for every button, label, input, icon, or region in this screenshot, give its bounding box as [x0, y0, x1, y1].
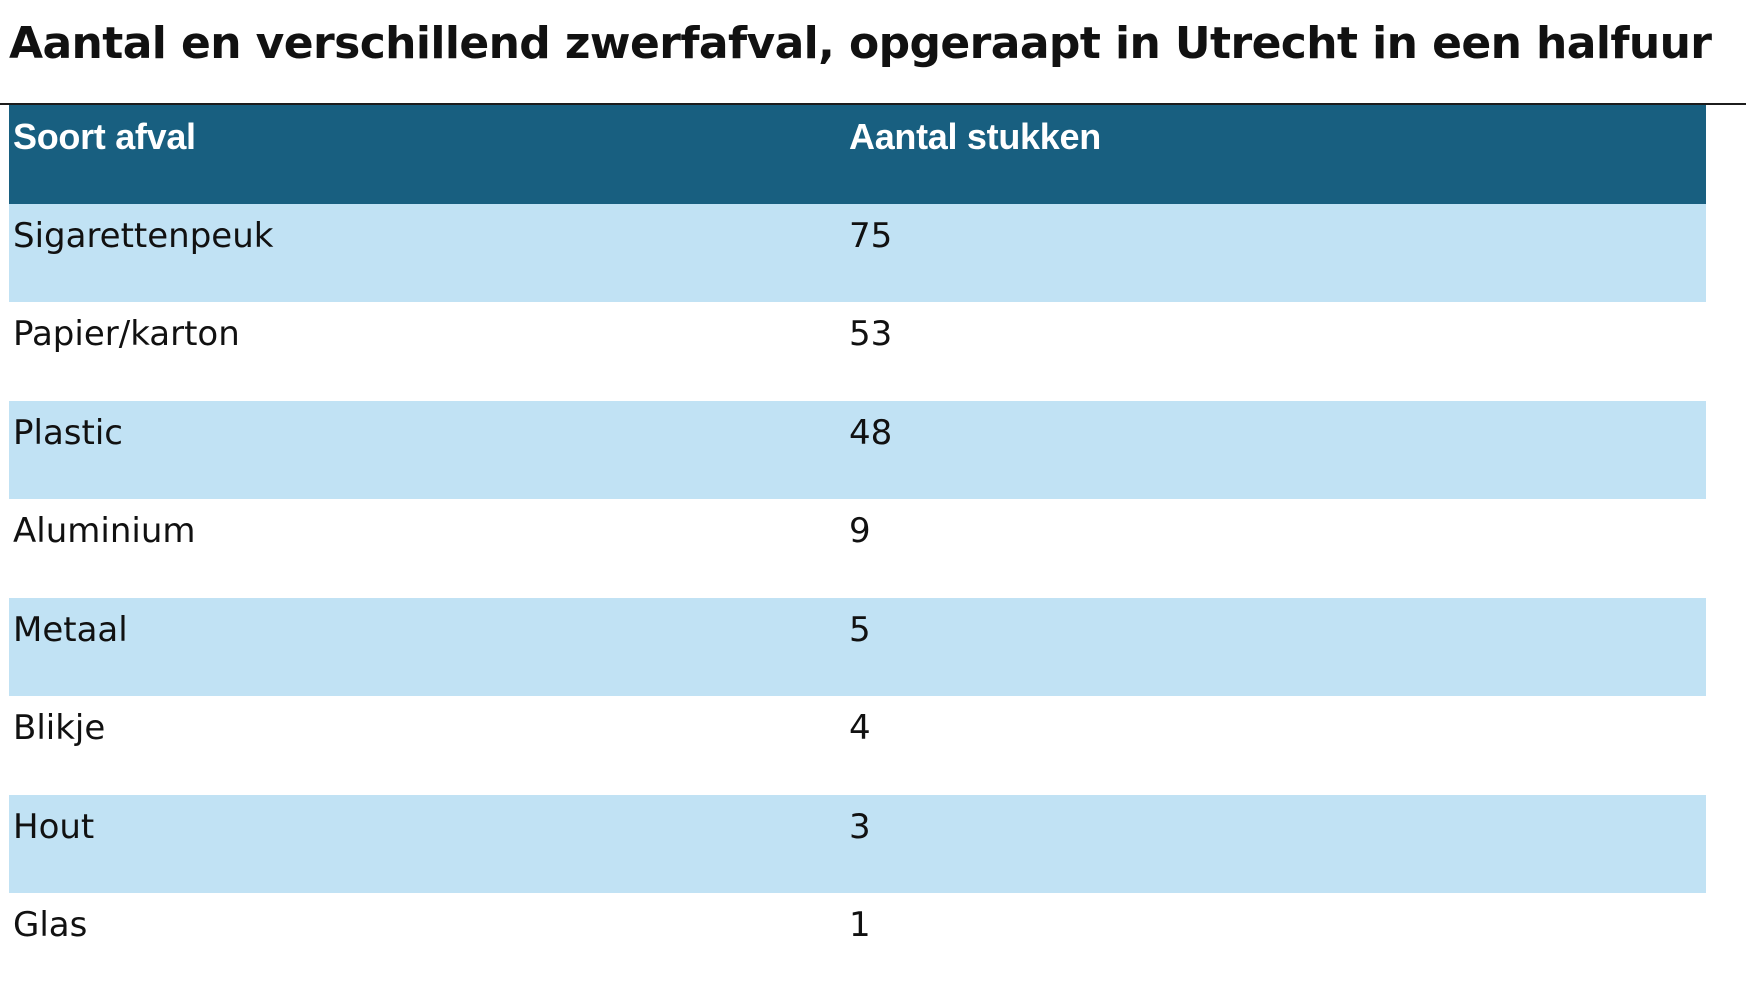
- waste-table: Soort afval Aantal stukken Sigarettenpeu…: [9, 105, 1706, 992]
- item-count-cell: 48: [845, 400, 1706, 499]
- item-count-cell: 53: [849, 314, 893, 354]
- column-header-waste-type: Soort afval: [9, 105, 845, 204]
- item-count-cell: 3: [845, 794, 1706, 893]
- page-title: Aantal en verschillend zwerfafval, opger…: [9, 18, 1712, 69]
- item-count-cell: 4: [849, 708, 871, 748]
- item-count-cell: 75: [845, 203, 1706, 302]
- waste-type-cell: Glas: [13, 905, 88, 945]
- column-header-item-count: Aantal stukken: [845, 105, 1706, 204]
- waste-type-cell: Aluminium: [13, 511, 196, 551]
- item-count-cell: 9: [849, 511, 871, 551]
- title-divider: [0, 103, 1746, 105]
- waste-type-cell: Blikje: [13, 708, 106, 748]
- waste-type-cell: Papier/karton: [13, 314, 240, 354]
- table-header-row: Soort afval Aantal stukken: [9, 105, 1706, 204]
- table-row: Papier/karton 53: [9, 302, 1706, 401]
- table-row: Aluminium 9: [9, 499, 1706, 598]
- table-row: Glas 1: [9, 893, 1706, 992]
- table-row: Plastic 48: [9, 400, 1706, 499]
- table-row: Hout 3: [9, 794, 1706, 893]
- waste-type-cell: Hout: [9, 794, 845, 893]
- item-count-cell: 1: [849, 905, 871, 945]
- waste-type-cell: Sigarettenpeuk: [9, 203, 845, 302]
- table-row: Metaal 5: [9, 597, 1706, 696]
- waste-type-cell: Metaal: [9, 597, 845, 696]
- table-row: Blikje 4: [9, 696, 1706, 795]
- waste-type-cell: Plastic: [9, 400, 845, 499]
- table-row: Sigarettenpeuk 75: [9, 203, 1706, 302]
- item-count-cell: 5: [845, 597, 1706, 696]
